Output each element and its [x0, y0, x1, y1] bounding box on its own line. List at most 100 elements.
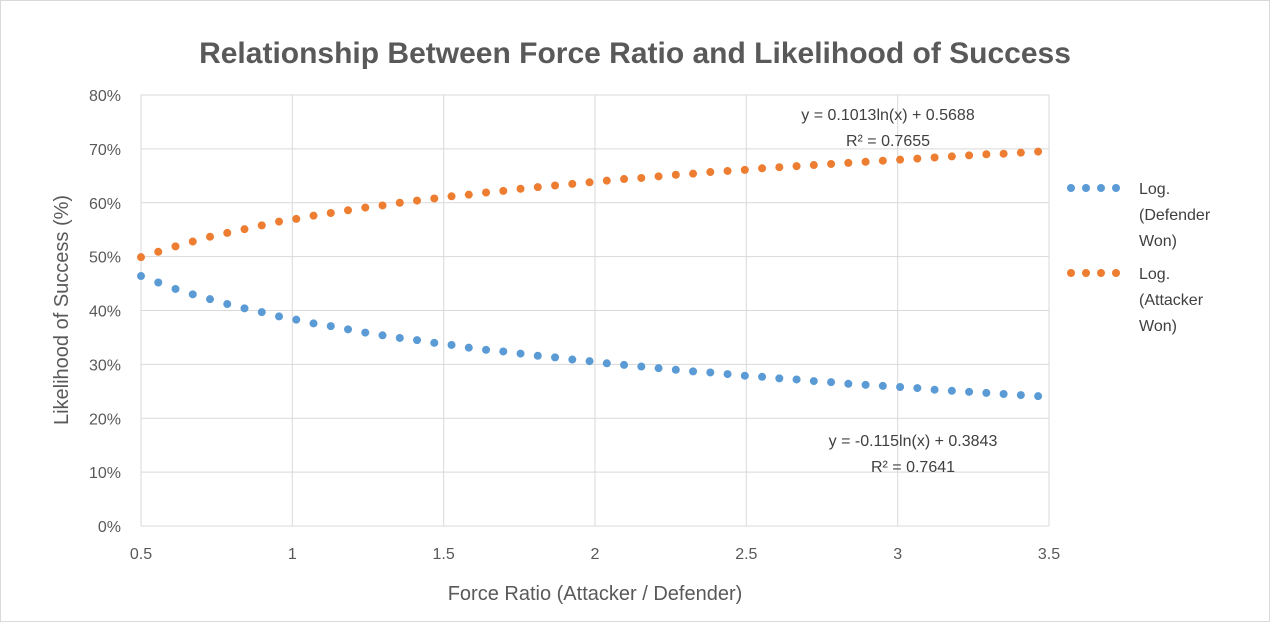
series-0-point — [309, 319, 318, 328]
series-1-point — [395, 198, 404, 207]
x-tick-label-6: 3.5 — [1038, 546, 1060, 563]
x-tick-label-0: 0.5 — [130, 546, 152, 563]
y-tick-label-6: 60% — [89, 196, 121, 213]
series-1-points — [137, 147, 1043, 262]
series-0-point — [706, 368, 715, 377]
series-1-point — [292, 214, 301, 223]
series-0-point — [206, 295, 215, 304]
series-0-point — [395, 333, 404, 342]
series-0-point — [965, 387, 974, 396]
series-0-point — [137, 272, 145, 281]
y-tick-labels: 0% 10% 20% 30% 40% 50% 60% 70% 80% — [89, 88, 121, 536]
series-1-point — [602, 176, 611, 185]
series-1-point — [913, 154, 922, 163]
series-0-point — [482, 345, 491, 354]
series-0-point — [430, 338, 439, 347]
series-0-point — [326, 322, 335, 331]
legend-label-1-line-2: Won) — [1139, 318, 1177, 335]
series-1-point — [257, 221, 266, 230]
series-1-point — [947, 152, 956, 161]
series-1-point — [1016, 148, 1025, 157]
series-0-point — [620, 360, 629, 369]
series-0-point — [413, 336, 422, 345]
series-0-point — [257, 308, 266, 317]
series-1-point — [223, 228, 232, 237]
legend-marker-1 — [1067, 269, 1075, 277]
legend: Log. (Defender Won) Log. (Attacker Won) — [1067, 181, 1211, 335]
series-points — [137, 147, 1043, 401]
x-tick-labels: 0.5 1 1.5 2 2.5 3 3.5 — [130, 546, 1060, 563]
series-1-point — [240, 225, 249, 234]
defender-trend-equation: y = -0.115ln(x) + 0.3843 — [829, 433, 998, 450]
series-1-point — [361, 203, 370, 212]
series-1-point — [723, 166, 732, 175]
series-0-point — [240, 304, 249, 313]
series-1-point — [568, 179, 577, 188]
series-0-point — [775, 374, 784, 383]
series-1-point — [516, 184, 525, 193]
series-0-point — [551, 353, 560, 362]
series-0-points — [137, 272, 1043, 401]
series-0-point — [378, 331, 387, 340]
series-1-point — [171, 242, 180, 251]
legend-marker-1 — [1112, 269, 1120, 277]
legend-marker-0 — [1112, 184, 1120, 192]
series-1-point — [430, 194, 439, 203]
series-1-point — [326, 208, 335, 217]
series-1-point — [1034, 147, 1043, 156]
series-1-point — [827, 159, 836, 168]
y-tick-label-0: 0% — [98, 519, 121, 536]
series-0-point — [1034, 392, 1043, 401]
series-0-point — [930, 385, 939, 394]
y-tick-label-8: 80% — [89, 88, 121, 105]
series-1-point — [740, 165, 749, 174]
series-0-point — [223, 300, 232, 309]
y-tick-label-2: 20% — [89, 411, 121, 428]
series-0-point — [464, 343, 473, 352]
series-0-point — [361, 328, 370, 337]
series-1-point — [447, 192, 456, 201]
series-0-point — [275, 312, 284, 321]
x-tick-label-2: 1.5 — [433, 546, 455, 563]
defender-trend-r2: R² = 0.7641 — [871, 459, 955, 476]
series-1-point — [878, 156, 887, 165]
series-1-point — [982, 150, 991, 159]
series-0-point — [878, 381, 887, 390]
series-0-point — [447, 340, 456, 349]
series-1-point — [706, 168, 715, 177]
series-1-point — [585, 178, 594, 187]
legend-marker-0 — [1097, 184, 1105, 192]
series-1-point — [930, 153, 939, 162]
series-0-point — [516, 349, 525, 358]
attacker-trend-r2: R² = 0.7655 — [846, 133, 930, 150]
y-tick-label-3: 30% — [89, 357, 121, 374]
series-1-point — [671, 170, 680, 179]
chart-title: Relationship Between Force Ratio and Lik… — [199, 37, 1071, 70]
series-0-point — [654, 364, 663, 373]
legend-marker-0 — [1082, 184, 1090, 192]
legend-label-1-line-1: (Attacker — [1139, 292, 1204, 309]
y-tick-label-5: 50% — [89, 250, 121, 267]
series-1-point — [154, 247, 163, 256]
series-0-point — [499, 347, 508, 356]
series-1-point — [188, 237, 197, 246]
legend-label-0-line-1: (Defender — [1139, 207, 1211, 224]
series-1-point — [965, 151, 974, 160]
series-0-point — [671, 365, 680, 374]
series-0-point — [344, 325, 353, 334]
x-tick-label-5: 3 — [893, 546, 902, 563]
series-0-point — [792, 375, 801, 384]
series-1-point — [378, 201, 387, 210]
legend-marker-0 — [1067, 184, 1075, 192]
series-0-point — [982, 388, 991, 397]
series-1-point — [999, 149, 1008, 158]
series-1-point — [499, 186, 508, 195]
series-1-point — [792, 162, 801, 171]
series-0-point — [896, 383, 905, 392]
series-1-point — [275, 217, 284, 226]
series-1-point — [482, 188, 491, 197]
x-axis-title: Force Ratio (Attacker / Defender) — [448, 583, 743, 605]
series-1-point — [206, 232, 215, 241]
legend-label-0-line-2: Won) — [1139, 233, 1177, 250]
